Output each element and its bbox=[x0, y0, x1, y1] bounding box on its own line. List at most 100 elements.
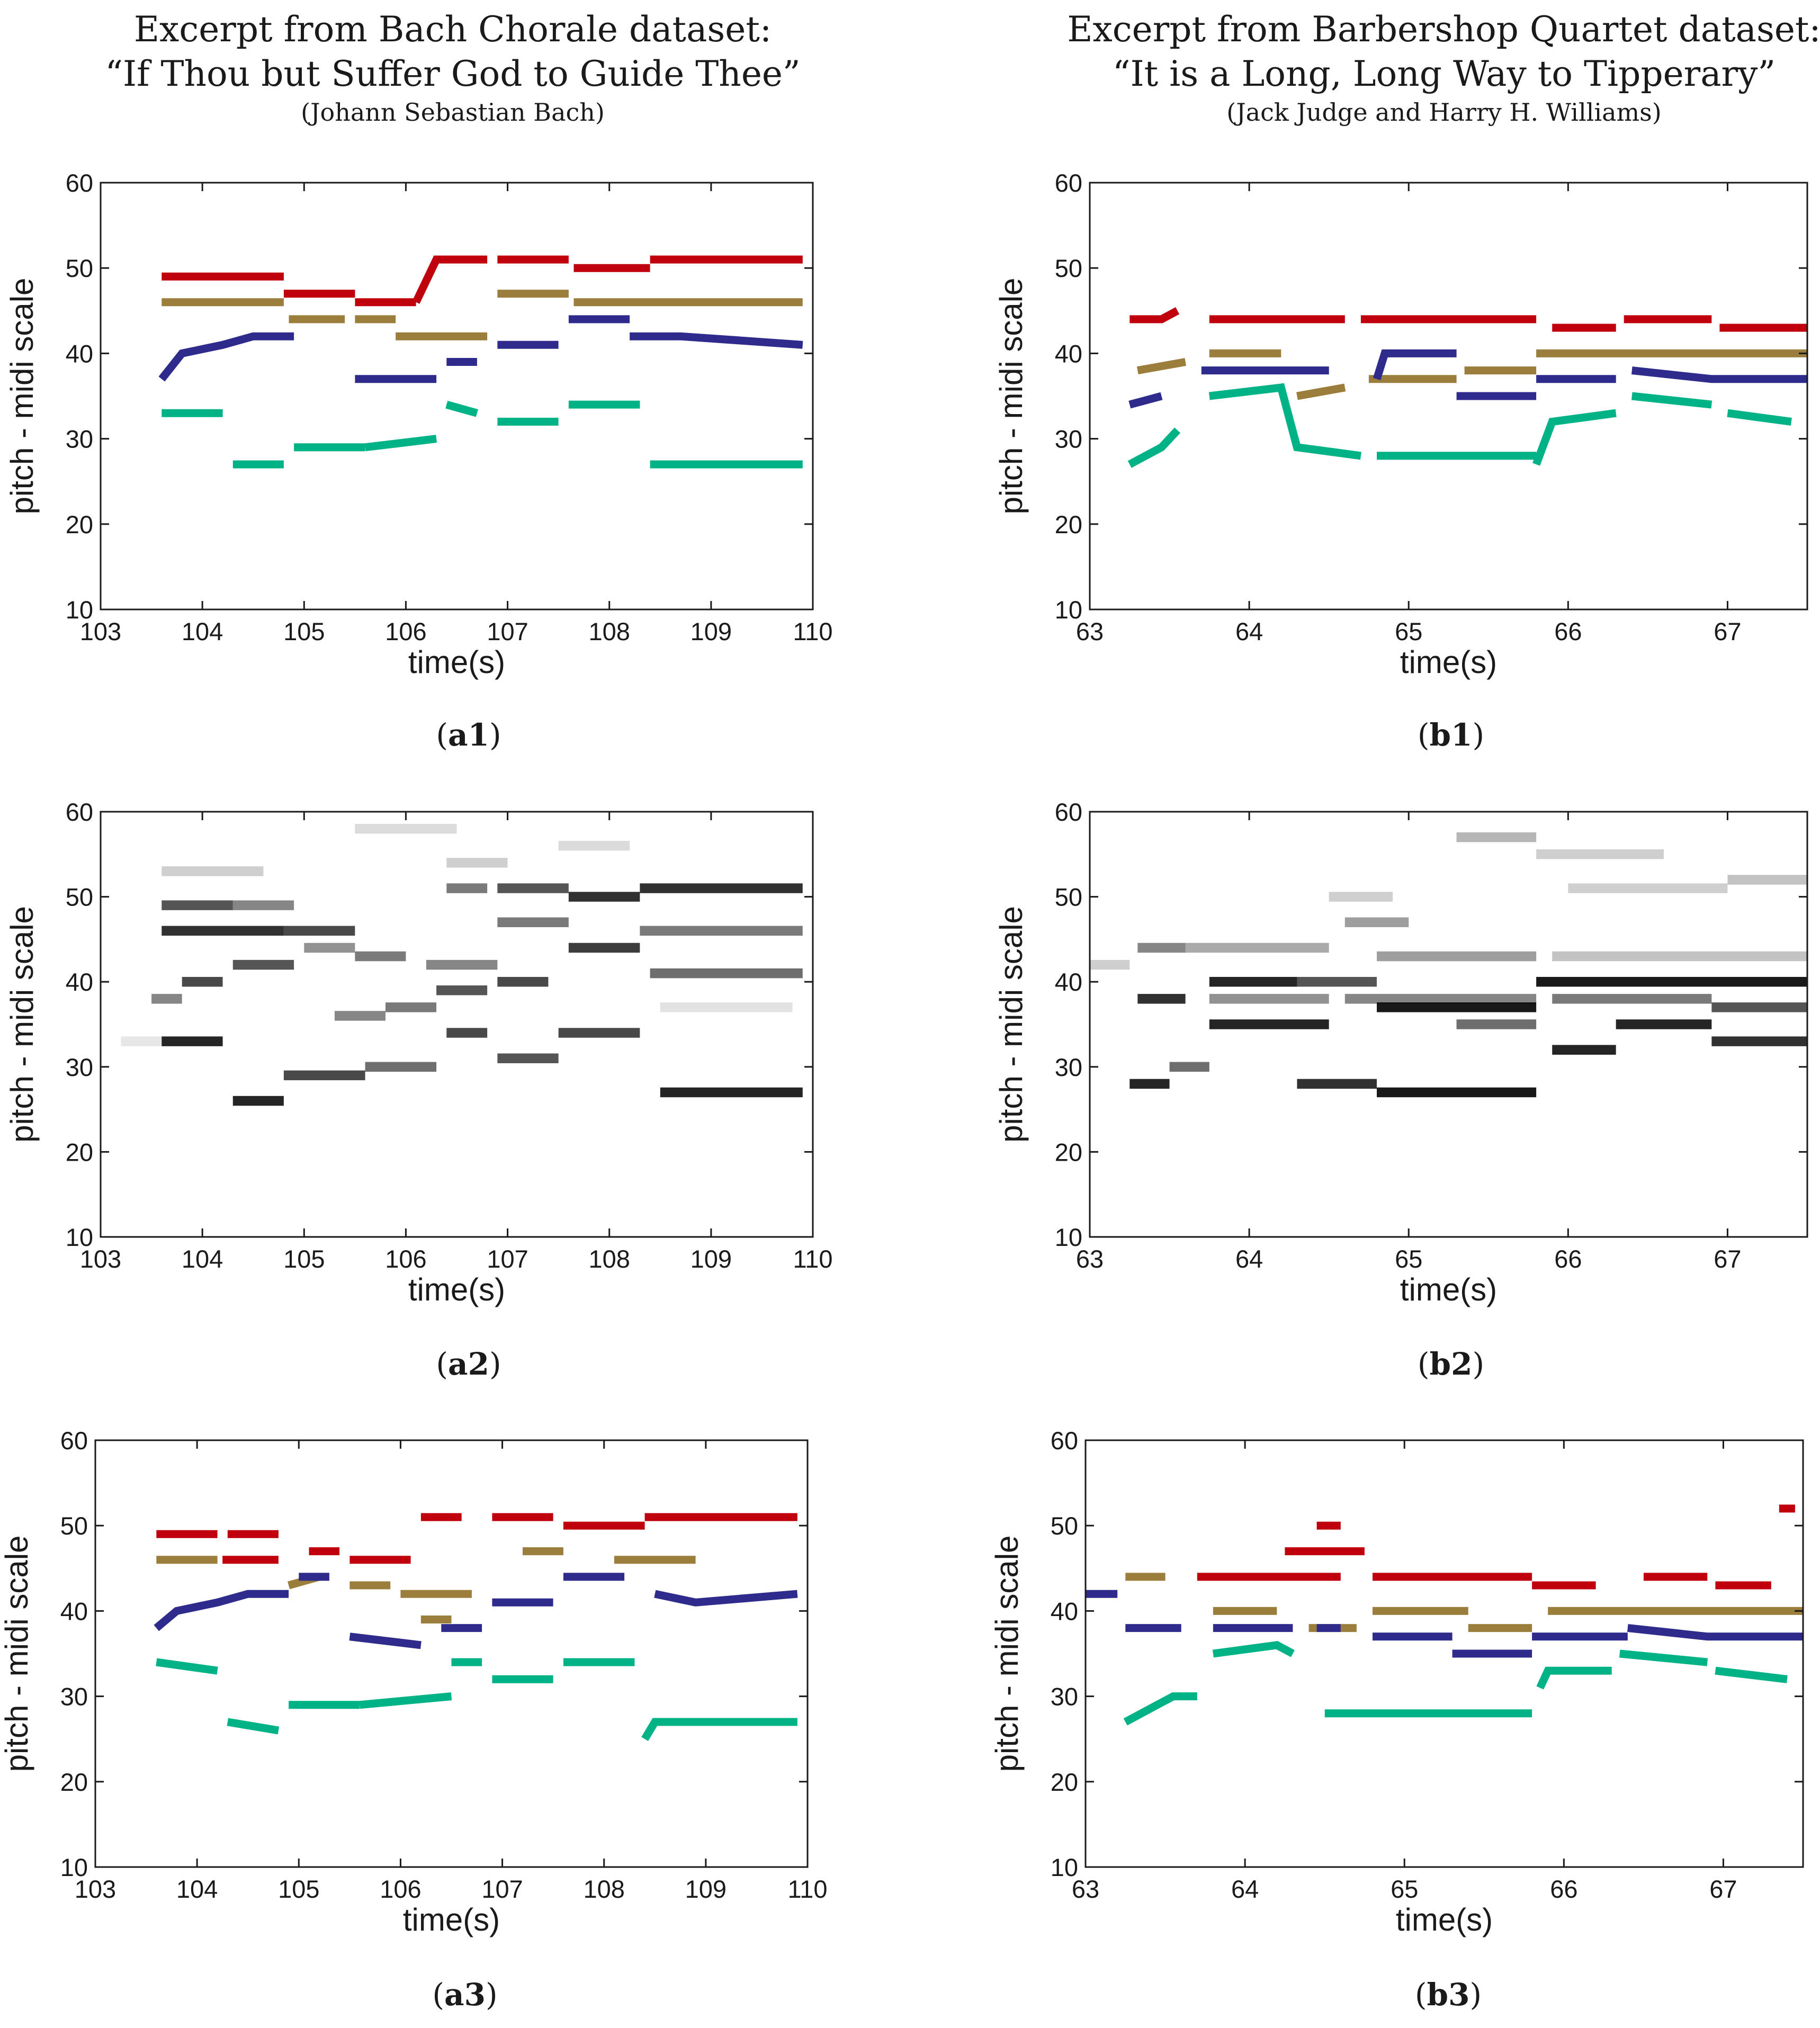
panel-a1: 103 104 105 106 107 108 109 110 10 20 30 40 50 60 time… bbox=[4, 169, 832, 753]
x-tick-label: 104 bbox=[176, 1875, 218, 1903]
left-column-title: Excerpt from Bach Chorale dataset: “If T… bbox=[105, 9, 800, 127]
y-tick-label: 20 bbox=[1051, 1768, 1078, 1796]
heatmap-cell bbox=[650, 968, 803, 979]
bass-voice-segment bbox=[1212, 1641, 1295, 1658]
x-tick-label: 107 bbox=[487, 1245, 528, 1273]
bass-voice-segment bbox=[1127, 427, 1181, 468]
bass-voice-segment bbox=[359, 1692, 452, 1709]
plot-area bbox=[154, 1513, 798, 1742]
y-tick-label: 10 bbox=[60, 1853, 88, 1881]
y-tick-label: 60 bbox=[1055, 169, 1082, 197]
heatmap-cell bbox=[426, 959, 498, 970]
heatmap-cell bbox=[1727, 875, 1807, 885]
y-axis-label: pitch - midi scale bbox=[989, 1536, 1025, 1772]
heatmap-cell bbox=[1377, 951, 1537, 962]
alto-voice-segment bbox=[1136, 358, 1187, 374]
panel-a2: 103 104 105 106 107 108 109 110 10 20 30 40 50 60 time… bbox=[4, 798, 832, 1382]
heatmap-cell bbox=[121, 1036, 162, 1046]
heatmap-cell bbox=[1297, 976, 1377, 987]
soprano-voice-segment bbox=[412, 255, 488, 304]
x-tick-label: 110 bbox=[793, 1245, 833, 1273]
x-tick-label: 108 bbox=[584, 1875, 625, 1903]
x-axis-label: time(s) bbox=[408, 1272, 505, 1307]
heatmap-cell bbox=[568, 943, 640, 953]
x-tick-label: 105 bbox=[283, 1245, 325, 1273]
y-tick-label: 10 bbox=[66, 596, 93, 624]
heatmap-cell bbox=[640, 926, 803, 936]
x-tick-label: 66 bbox=[1554, 617, 1582, 645]
heatmap-cell bbox=[497, 917, 569, 928]
heatmap-cell bbox=[283, 926, 355, 936]
axes-frame bbox=[1089, 182, 1808, 611]
right-title-line3: (Jack Judge and Harry H. Williams) bbox=[1226, 98, 1661, 127]
bass-voice-segment bbox=[227, 1718, 280, 1735]
y-tick-label: 30 bbox=[66, 425, 93, 453]
heatmap-cell bbox=[1552, 1045, 1616, 1055]
y-axis-label: pitch - midi scale bbox=[4, 278, 40, 515]
bass-voice-segment bbox=[1208, 383, 1361, 460]
heatmap-cell bbox=[1209, 994, 1329, 1004]
y-tick-label: 40 bbox=[1051, 1597, 1078, 1625]
tenor-voice-segment bbox=[630, 332, 803, 349]
heatmap-cell bbox=[497, 883, 569, 893]
panel-label: (b3) bbox=[1415, 1977, 1482, 2013]
panel-label: (a2) bbox=[436, 1346, 501, 1382]
bass-voice-segment bbox=[1536, 1666, 1612, 1690]
y-tick-label: 50 bbox=[66, 883, 93, 911]
heatmap-cell bbox=[446, 858, 508, 868]
bass-voice-segment bbox=[364, 435, 437, 452]
bass-voice-segment bbox=[1532, 409, 1617, 466]
tenor-voice-segment bbox=[349, 1632, 422, 1649]
y-tick-label: 30 bbox=[1055, 425, 1082, 453]
y-tick-label: 40 bbox=[1055, 339, 1082, 367]
heatmap-cell bbox=[232, 1096, 284, 1106]
x-axis-label: time(s) bbox=[408, 644, 505, 680]
x-tick-label: 104 bbox=[182, 617, 223, 645]
y-tick-label: 10 bbox=[66, 1223, 93, 1251]
x-tick-label: 64 bbox=[1235, 617, 1263, 645]
x-tick-label: 105 bbox=[278, 1875, 319, 1903]
right-column-title: Excerpt from Barbershop Quartet dataset:… bbox=[1067, 9, 1820, 127]
y-tick-label: 40 bbox=[60, 1597, 88, 1625]
x-tick-label: 110 bbox=[788, 1875, 828, 1903]
left-title-line2: “If Thou but Suffer God to Guide Thee” bbox=[105, 53, 800, 94]
heatmap-cell bbox=[640, 883, 803, 893]
panel-b3: 63 64 65 66 67 10 20 30 40 50 60 time(s) pitch - mid… bbox=[989, 1426, 1804, 2013]
x-tick-label: 105 bbox=[283, 617, 325, 645]
y-tick-label: 50 bbox=[66, 254, 93, 282]
x-tick-label: 103 bbox=[75, 1875, 116, 1903]
heatmap-cell bbox=[162, 926, 284, 936]
y-tick-label: 50 bbox=[60, 1512, 88, 1540]
x-tick-label: 66 bbox=[1554, 1245, 1582, 1273]
plot-area bbox=[1090, 832, 1807, 1098]
x-tick-label: 67 bbox=[1714, 1245, 1741, 1273]
heatmap-cell bbox=[1377, 1002, 1537, 1012]
panel-a3: 103 104 105 106 107 108 109 110 10 20 30 40 50 60 time… bbox=[0, 1426, 827, 2013]
bass-voice-segment bbox=[445, 400, 478, 417]
heatmap-cell bbox=[232, 959, 294, 970]
y-axis-label: pitch - midi scale bbox=[4, 906, 40, 1143]
heatmap-cell bbox=[558, 841, 630, 851]
heatmap-cell bbox=[162, 866, 264, 876]
heatmap-cell bbox=[1711, 1036, 1807, 1046]
heatmap-cell bbox=[1169, 1062, 1209, 1072]
x-axis-label: time(s) bbox=[1400, 1272, 1497, 1307]
y-tick-label: 40 bbox=[66, 339, 93, 367]
y-tick-label: 60 bbox=[1051, 1426, 1078, 1455]
x-axis-label: time(s) bbox=[1400, 644, 1497, 680]
y-tick-label: 40 bbox=[66, 968, 93, 996]
y-tick-label: 20 bbox=[1055, 1138, 1082, 1166]
tenor-voice-segment bbox=[1128, 392, 1163, 409]
heatmap-cell bbox=[446, 1028, 488, 1038]
bass-voice-segment bbox=[1715, 1666, 1788, 1683]
panel-label: (a1) bbox=[436, 717, 501, 753]
x-tick-label: 104 bbox=[182, 1245, 223, 1273]
axes-frame bbox=[100, 811, 814, 1238]
axes-frame bbox=[100, 182, 814, 611]
bass-voice-segment bbox=[1631, 392, 1713, 409]
heatmap-cell bbox=[1209, 976, 1297, 987]
axes-frame bbox=[1084, 1439, 1804, 1868]
tenor-voice-segment bbox=[1373, 349, 1457, 381]
y-tick-label: 30 bbox=[1051, 1683, 1078, 1711]
